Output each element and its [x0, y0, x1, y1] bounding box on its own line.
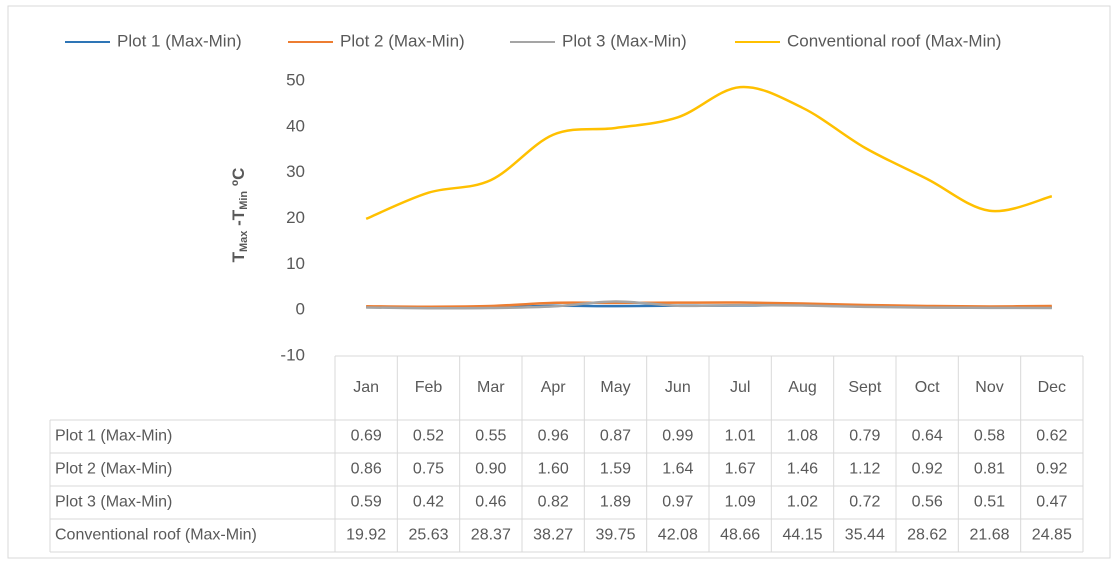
y-tick-label: -10 — [280, 345, 305, 364]
category-label: Apr — [541, 379, 567, 396]
legend-label: Conventional roof (Max-Min) — [787, 31, 1001, 50]
table-value: 28.37 — [471, 527, 511, 544]
category-label: Nov — [975, 379, 1003, 396]
table-value: 1.60 — [538, 461, 569, 478]
row-label: Plot 1 (Max-Min) — [55, 428, 172, 445]
table-value: 0.81 — [974, 461, 1005, 478]
table-value: 35.44 — [845, 527, 885, 544]
y-label-sub: Min — [238, 191, 250, 210]
table-value: 1.09 — [725, 494, 756, 511]
table-value: 44.15 — [782, 527, 822, 544]
category-label: Oct — [915, 379, 940, 396]
category-label: Mar — [477, 379, 505, 396]
legend-label: Plot 2 (Max-Min) — [340, 31, 465, 50]
table-value: 0.55 — [475, 428, 506, 445]
table-value: 1.01 — [725, 428, 756, 445]
table-value: 1.08 — [787, 428, 818, 445]
table-value: 0.62 — [1036, 428, 1067, 445]
y-label-sub: Max — [238, 230, 250, 252]
y-tick-label: 50 — [286, 70, 305, 89]
category-label: Jan — [353, 379, 379, 396]
table-value: 24.85 — [1032, 527, 1072, 544]
table-value: 39.75 — [595, 527, 635, 544]
table-value: 0.79 — [849, 428, 880, 445]
table-value: 25.63 — [408, 527, 448, 544]
y-label-part: ºC — [229, 168, 248, 191]
table-value: 1.64 — [662, 461, 693, 478]
table-value: 0.90 — [475, 461, 506, 478]
table-value: 0.92 — [912, 461, 943, 478]
table-value: 42.08 — [658, 527, 698, 544]
table-value: 21.68 — [969, 527, 1009, 544]
table-value: 0.51 — [974, 494, 1005, 511]
y-label-part: T — [229, 251, 248, 262]
y-tick-label: 30 — [286, 162, 305, 181]
y-label-part: -T — [229, 209, 248, 230]
table-value: 0.75 — [413, 461, 444, 478]
legend-label: Plot 1 (Max-Min) — [117, 31, 242, 50]
table-value: 0.52 — [413, 428, 444, 445]
table-value: 1.67 — [725, 461, 756, 478]
table-value: 0.97 — [662, 494, 693, 511]
table-value: 1.59 — [600, 461, 631, 478]
table-value: 0.59 — [351, 494, 382, 511]
chart-frame — [7, 5, 1111, 559]
table-value: 0.42 — [413, 494, 444, 511]
table-value: 1.12 — [849, 461, 880, 478]
category-label: Sept — [848, 379, 881, 396]
y-axis-label: TMax -TMin ºC — [229, 168, 249, 263]
table-value: 0.87 — [600, 428, 631, 445]
row-label: Conventional roof (Max-Min) — [55, 527, 257, 544]
legend-label: Plot 3 (Max-Min) — [562, 31, 687, 50]
y-tick-label: 10 — [286, 254, 305, 273]
category-label: Dec — [1038, 379, 1066, 396]
table-value: 38.27 — [533, 527, 573, 544]
row-label: Plot 3 (Max-Min) — [55, 494, 172, 511]
table-value: 1.02 — [787, 494, 818, 511]
table-value: 0.46 — [475, 494, 506, 511]
category-label: Aug — [788, 379, 816, 396]
table-value: 0.96 — [538, 428, 569, 445]
category-label: May — [600, 379, 630, 396]
series-line — [366, 300, 1052, 310]
table-value: 48.66 — [720, 527, 760, 544]
category-label: Jul — [730, 379, 750, 396]
table-value: 1.46 — [787, 461, 818, 478]
series-line — [365, 85, 1053, 221]
category-label: Feb — [415, 379, 443, 396]
table-value: 0.64 — [912, 428, 943, 445]
table-value: 0.86 — [351, 461, 382, 478]
table-value: 0.56 — [912, 494, 943, 511]
table-value: 0.82 — [538, 494, 569, 511]
table-value: 0.58 — [974, 428, 1005, 445]
table-value: 0.92 — [1036, 461, 1067, 478]
y-tick-label: 20 — [286, 208, 305, 227]
category-label: Jun — [665, 379, 691, 396]
table-value: 19.92 — [346, 527, 386, 544]
row-label: Plot 2 (Max-Min) — [55, 461, 172, 478]
y-tick-label: 0 — [296, 300, 305, 319]
series-line — [366, 301, 1052, 308]
table-value: 0.72 — [849, 494, 880, 511]
table-value: 0.99 — [662, 428, 693, 445]
y-tick-label: 40 — [286, 116, 305, 135]
table-value: 1.89 — [600, 494, 631, 511]
table-value: 0.47 — [1036, 494, 1067, 511]
table-value: 0.69 — [351, 428, 382, 445]
table-value: 28.62 — [907, 527, 947, 544]
